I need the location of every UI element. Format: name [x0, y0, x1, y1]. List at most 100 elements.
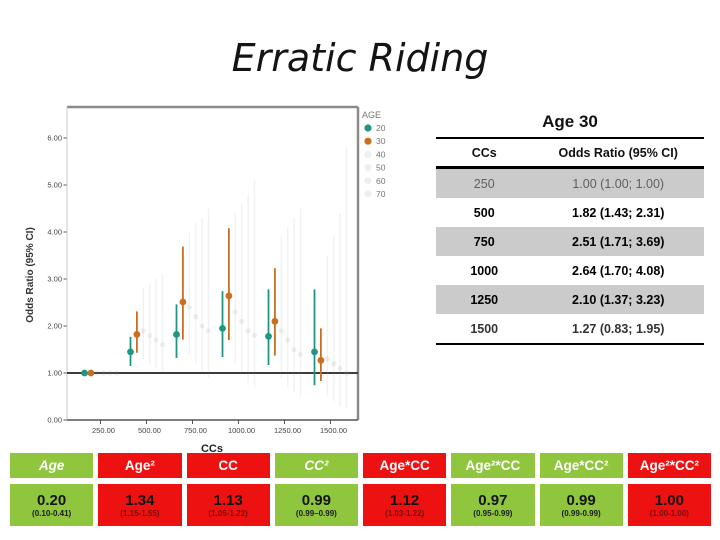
confidence-interval: (1.00-1.00)	[649, 509, 689, 519]
legend-swatch-30	[364, 137, 372, 145]
point-marker	[291, 346, 297, 353]
age30-row-500: 500 1.82 (1.43; 2.31)	[436, 198, 704, 227]
coef-header-cc: CC	[186, 453, 270, 478]
estimate: 1.13	[213, 491, 243, 509]
point-marker	[107, 370, 113, 376]
point-marker	[245, 328, 251, 334]
legend-swatch-50	[364, 164, 372, 172]
age30-col-odds-ratio: Odds Ratio (95% CI)	[558, 146, 678, 160]
cc-value: 250	[473, 176, 495, 191]
point-marker	[205, 328, 212, 334]
age30-table-title: Age 30	[436, 112, 704, 139]
point-marker	[81, 369, 88, 377]
age30-table: Age 30 CCs Odds Ratio (95% CI) 250 1.00 …	[436, 112, 704, 345]
odds-ratio-value: 1.00 (1.00; 1.00)	[572, 176, 665, 191]
estimate: 1.00	[654, 491, 684, 509]
confidence-interval: (0.99–0.99)	[295, 509, 337, 519]
point-marker	[193, 314, 199, 320]
series-age-60	[107, 194, 343, 406]
cc-value: 500	[473, 205, 495, 220]
page-title: Erratic Riding	[231, 36, 489, 80]
estimate: 0.20	[37, 491, 67, 509]
point-marker	[271, 317, 279, 325]
coef-value-age: 0.20 (0.10-0.41)	[10, 484, 94, 526]
point-marker	[147, 332, 153, 338]
legend-label-20: 20	[376, 123, 386, 133]
coef-value-age2cc: 0.97 (0.95-0.99)	[451, 484, 535, 526]
point-marker	[113, 370, 120, 376]
age30-table-header: CCs Odds Ratio (95% CI)	[436, 139, 704, 169]
y-tick-label: 3.00	[47, 275, 62, 284]
age30-row-750: 750 2.51 (1.71; 3.69)	[436, 227, 704, 256]
age30-row-1250: 1250 2.10 (1.37; 3.23)	[436, 285, 704, 314]
legend-swatch-40	[364, 150, 372, 158]
point-marker	[153, 337, 159, 343]
point-marker	[140, 328, 146, 334]
point-marker	[285, 337, 291, 343]
cc-value: 750	[473, 234, 495, 249]
point-marker	[87, 369, 95, 377]
point-marker	[101, 370, 107, 376]
age30-row-1500: 1500 1.27 (0.83; 1.95)	[436, 314, 704, 345]
coefficients-table: Age Age² CC CC² Age*CC Age²*CC Age*CC² A…	[10, 453, 711, 526]
odds-ratio-value: 1.27 (0.83; 1.95)	[572, 321, 665, 336]
series-age-30	[87, 228, 325, 381]
estimate: 0.99	[301, 491, 331, 509]
coef-header-age: Age	[10, 453, 94, 478]
coef-header-age2cc2: Age²*CC²	[627, 453, 711, 478]
chart-y-axis: 0.00 1.00 2.00 3.00 4.00 5.00 6.00	[47, 134, 67, 425]
estimate: 1.34	[125, 491, 155, 509]
coef-value-cc2: 0.99 (0.99–0.99)	[274, 484, 358, 526]
y-tick-label: 0.00	[47, 416, 62, 425]
x-tick-label: 750.00	[184, 426, 207, 435]
coef-value-agecc2: 0.99 (0.99-0.99)	[539, 484, 623, 526]
confidence-interval: (0.10-0.41)	[32, 509, 72, 519]
x-tick-label: 1000.00	[228, 426, 255, 435]
cc-value: 1000	[470, 263, 499, 278]
point-marker	[317, 356, 325, 364]
y-tick-label: 2.00	[47, 322, 62, 331]
estimate: 1.12	[390, 491, 420, 509]
legend-swatch-70	[364, 190, 372, 198]
point-marker	[297, 351, 304, 357]
coef-header-agecc2: Age*CC²	[539, 453, 623, 478]
odds-ratio-chart: 0.00 1.00 2.00 3.00 4.00 5.00 6.00 250.00 500.00…	[20, 95, 405, 465]
legend-swatch-20	[364, 124, 372, 132]
coef-header-age2: Age²	[98, 453, 182, 478]
age30-row-1000: 1000 2.64 (1.70; 4.08)	[436, 256, 704, 285]
confidence-interval: (0.95-0.99)	[473, 509, 513, 519]
confidence-interval: (0.99-0.99)	[561, 509, 601, 519]
odds-ratio-value: 2.10 (1.37; 3.23)	[572, 292, 665, 307]
estimate: 0.99	[566, 491, 596, 509]
cc-value: 1250	[470, 292, 499, 307]
age30-col-ccs: CCs	[471, 146, 497, 160]
legend-title: AGE	[362, 110, 381, 120]
coef-header-agecc: Age*CC	[363, 453, 447, 478]
legend-label-60: 60	[376, 176, 386, 186]
series-age-50	[101, 203, 337, 402]
point-marker	[133, 331, 141, 338]
x-tick-label: 1500.00	[320, 426, 347, 435]
y-tick-label: 6.00	[47, 134, 62, 143]
x-tick-label: 1250.00	[274, 426, 301, 435]
odds-ratio-value: 2.64 (1.70; 4.08)	[572, 263, 665, 278]
point-marker	[331, 361, 337, 367]
legend-label-70: 70	[376, 189, 386, 199]
point-marker	[94, 370, 100, 376]
legend-label-40: 40	[376, 149, 386, 159]
coef-value-age2cc2: 1.00 (1.00-1.00)	[627, 484, 711, 526]
coef-header-age2cc: Age²*CC	[451, 453, 535, 478]
point-marker	[225, 292, 233, 300]
point-marker	[159, 342, 166, 348]
series-age-70	[113, 147, 350, 409]
point-marker	[343, 370, 350, 376]
y-tick-label: 4.00	[47, 228, 62, 237]
x-axis-label: CCs	[201, 443, 223, 455]
coef-value-cc: 1.13 (1.05-1.22)	[186, 484, 270, 526]
chart-frame	[66, 105, 360, 421]
y-tick-label: 1.00	[47, 369, 62, 378]
point-marker	[265, 332, 272, 340]
estimate: 0.97	[478, 491, 508, 509]
x-tick-label: 250.00	[92, 426, 115, 435]
odds-ratio-value: 1.82 (1.43; 2.31)	[572, 205, 665, 220]
